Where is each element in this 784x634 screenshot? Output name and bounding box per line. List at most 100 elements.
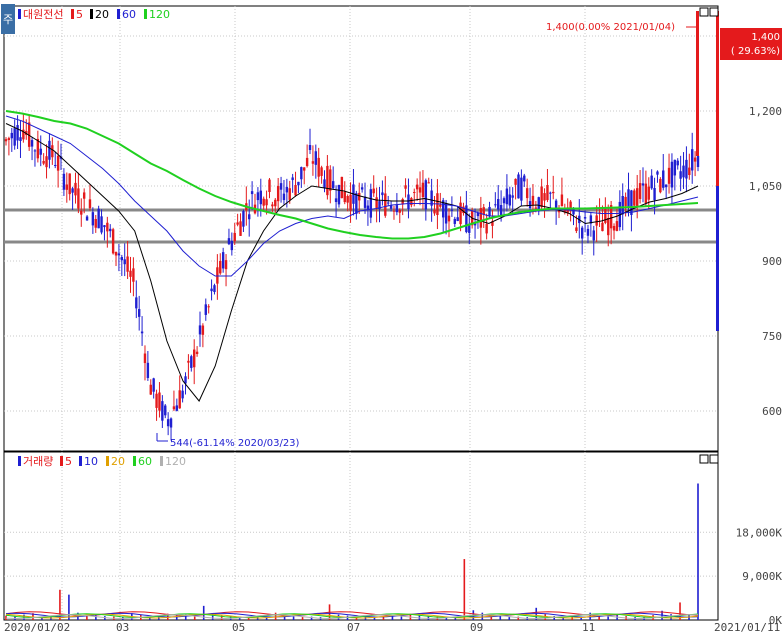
price-candle	[262, 198, 265, 206]
price-candle	[465, 205, 468, 233]
price-candle	[193, 349, 196, 368]
price-candle	[221, 252, 225, 269]
price-candle	[323, 179, 326, 189]
last-price-tag-box	[720, 28, 782, 60]
price-candle	[554, 200, 558, 210]
price-candle	[552, 191, 555, 194]
volume-bar	[68, 594, 70, 620]
price-candle	[424, 180, 428, 210]
panel-close-button[interactable]	[709, 7, 719, 17]
price-candle	[378, 201, 381, 210]
price-candle	[453, 218, 456, 224]
price-candle	[308, 145, 312, 151]
price-candle	[158, 392, 161, 411]
legend-ma-5: 5	[65, 455, 72, 468]
price-candle	[19, 137, 22, 142]
price-candle	[386, 202, 390, 204]
price-candle	[16, 125, 19, 141]
panel-maximize-button[interactable]	[699, 7, 709, 17]
volume-bar	[292, 616, 295, 620]
last-change-tag: ( 29.63%)	[731, 46, 780, 57]
volume-bar	[445, 617, 448, 620]
price-candle	[468, 223, 471, 233]
panel-toggle-label: 주	[3, 13, 13, 26]
last-price-tag: 1,400	[751, 32, 780, 43]
price-candle	[407, 194, 410, 210]
price-tick-label: 600	[762, 405, 782, 418]
volume-tick-label: 0K	[769, 614, 783, 627]
price-range-down-bar	[716, 186, 719, 331]
price-candle	[152, 378, 155, 392]
legend-swatch	[117, 9, 120, 19]
price-candle	[485, 223, 488, 234]
price-candle	[459, 202, 462, 225]
price-candle	[517, 174, 520, 199]
price-candle	[33, 150, 37, 152]
legend-swatch	[133, 456, 136, 466]
price-range-up-bar	[716, 11, 719, 186]
legend-ma-60: 60	[122, 8, 136, 21]
price-candle	[71, 188, 74, 193]
price-candle	[233, 232, 236, 242]
price-candle	[696, 155, 700, 167]
legend-swatch	[71, 9, 74, 19]
volume-bar	[463, 559, 466, 620]
price-candle	[546, 185, 549, 201]
price-candle	[149, 384, 152, 395]
price-candle	[10, 132, 13, 139]
x-tick-label: 09	[470, 621, 483, 634]
legend-swatch	[79, 456, 82, 466]
panel-toggle-button[interactable]	[1, 4, 15, 34]
price-candle	[540, 186, 543, 208]
price-candle	[224, 260, 228, 270]
price-candle	[48, 140, 51, 160]
volume-bar	[391, 616, 394, 620]
price-candle	[630, 190, 633, 215]
price-candle	[346, 196, 349, 203]
price-candle	[638, 183, 642, 199]
price-candle	[111, 229, 115, 254]
x-tick-label: 11	[582, 621, 595, 634]
x-tick-label: 03	[116, 621, 129, 634]
legend-swatch	[106, 456, 109, 466]
price-candle	[349, 194, 352, 211]
price-candle	[499, 205, 503, 217]
price-candle	[56, 155, 60, 171]
panel-close-button[interactable]	[709, 454, 719, 464]
price-candle	[575, 227, 578, 232]
price-candle	[311, 161, 315, 164]
volume-bar	[247, 616, 250, 620]
price-candle	[401, 199, 404, 205]
price-candle	[395, 205, 399, 213]
price-candle	[413, 192, 416, 194]
price-candle	[300, 167, 303, 180]
price-candle	[531, 195, 535, 205]
price-candle	[433, 209, 436, 214]
volume-bar	[373, 617, 376, 620]
price-candle	[331, 181, 335, 189]
price-candle	[184, 376, 187, 384]
price-candle	[621, 195, 624, 215]
price-candle	[146, 362, 150, 378]
price-candle	[172, 406, 176, 410]
price-candle	[482, 207, 485, 215]
price-candle	[635, 188, 639, 207]
volume-bar	[202, 605, 205, 620]
price-candle	[314, 151, 318, 165]
price-candle	[94, 218, 97, 228]
price-candle	[421, 182, 425, 198]
price-candle	[589, 215, 593, 224]
panel-maximize-button[interactable]	[699, 454, 709, 464]
price-candle	[664, 184, 668, 188]
price-candle	[190, 356, 193, 368]
price-candle	[4, 139, 8, 142]
price-candle	[410, 198, 413, 206]
price-candle	[187, 360, 190, 363]
volume-bar	[274, 612, 277, 620]
price-candle	[181, 390, 184, 399]
price-candle	[444, 203, 448, 224]
price-candle	[682, 165, 685, 178]
volume-bar	[535, 607, 538, 620]
price-candle	[442, 200, 445, 218]
